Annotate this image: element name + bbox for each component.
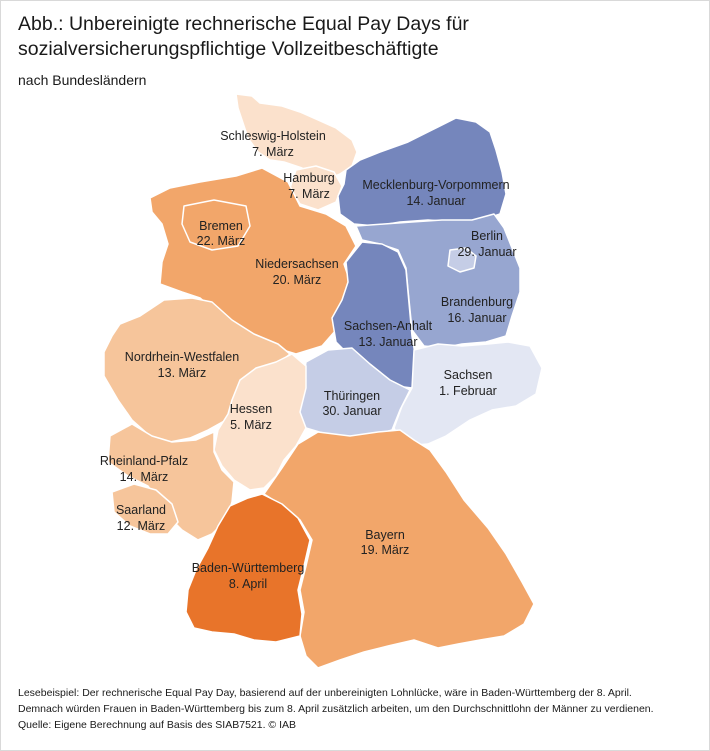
label-name-hamburg: Hamburg (283, 171, 334, 185)
label-name-hessen: Hessen (230, 402, 272, 416)
label-name-mecklenburg-vorpommern: Mecklenburg-Vorpommern (362, 178, 509, 192)
figure-subtitle: nach Bundesländern (18, 72, 147, 88)
label-date-hessen: 5. März (230, 418, 272, 432)
label-name-sachsen: Sachsen (444, 368, 493, 382)
region-brandenburg (355, 213, 521, 349)
label-name-berlin: Berlin (471, 229, 503, 243)
label-date-saarland: 12. März (117, 519, 166, 533)
label-date-niedersachsen: 20. März (273, 273, 322, 287)
label-date-thueringen: 30. Januar (322, 404, 381, 418)
label-name-baden-wuerttemberg: Baden-Württemberg (192, 561, 305, 575)
label-date-schleswig-holstein: 7. März (252, 145, 294, 159)
label-date-rheinland-pfalz: 14. März (120, 470, 169, 484)
label-date-mecklenburg-vorpommern: 14. Januar (406, 194, 465, 208)
label-name-schleswig-holstein: Schleswig-Holstein (220, 129, 326, 143)
reading-example-line1: Lesebeispiel: Der rechnerische Equal Pay… (18, 687, 632, 699)
label-date-sachsen-anhalt: 13. Januar (358, 335, 417, 349)
label-name-sachsen-anhalt: Sachsen-Anhalt (344, 319, 433, 333)
region-schleswig-holstein (235, 93, 358, 181)
region-hessen (213, 353, 307, 491)
source-note: Quelle: Eigene Berechnung auf Basis des … (18, 719, 296, 731)
region-baden-wuerttemberg (185, 493, 311, 643)
footnotes: Lesebeispiel: Der rechnerische Equal Pay… (18, 685, 703, 733)
label-name-rheinland-pfalz: Rheinland-Pfalz (100, 454, 188, 468)
label-name-saarland: Saarland (116, 503, 166, 517)
label-date-baden-wuerttemberg: 8. April (229, 577, 267, 591)
label-date-hamburg: 7. März (288, 187, 330, 201)
label-name-bremen: Bremen (199, 219, 243, 233)
region-mecklenburg-vorpommern (337, 117, 507, 227)
label-name-brandenburg: Brandenburg (441, 295, 513, 309)
figure-title: Abb.: Unbereinigte rechnerische Equal Pa… (18, 13, 469, 60)
label-date-bayern: 19. März (361, 543, 410, 557)
label-name-nordrhein-westfalen: Nordrhein-Westfalen (125, 350, 239, 364)
reading-example-line2: Demnach würden Frauen in Baden-Württembe… (18, 703, 654, 715)
label-name-niedersachsen: Niedersachsen (255, 257, 338, 271)
label-name-thueringen: Thüringen (324, 389, 380, 403)
region-bremen (181, 199, 251, 251)
label-date-nordrhein-westfalen: 13. März (158, 366, 207, 380)
region-bayern (263, 429, 535, 669)
label-date-sachsen: 1. Februar (439, 384, 497, 398)
label-name-bayern: Bayern (365, 528, 405, 542)
label-date-brandenburg: 16. Januar (447, 311, 506, 325)
label-date-berlin: 29. Januar (457, 245, 516, 259)
label-date-bremen: 22. März (197, 234, 246, 248)
region-berlin (447, 247, 477, 273)
region-sachsen (393, 341, 543, 447)
region-saarland (111, 483, 179, 535)
